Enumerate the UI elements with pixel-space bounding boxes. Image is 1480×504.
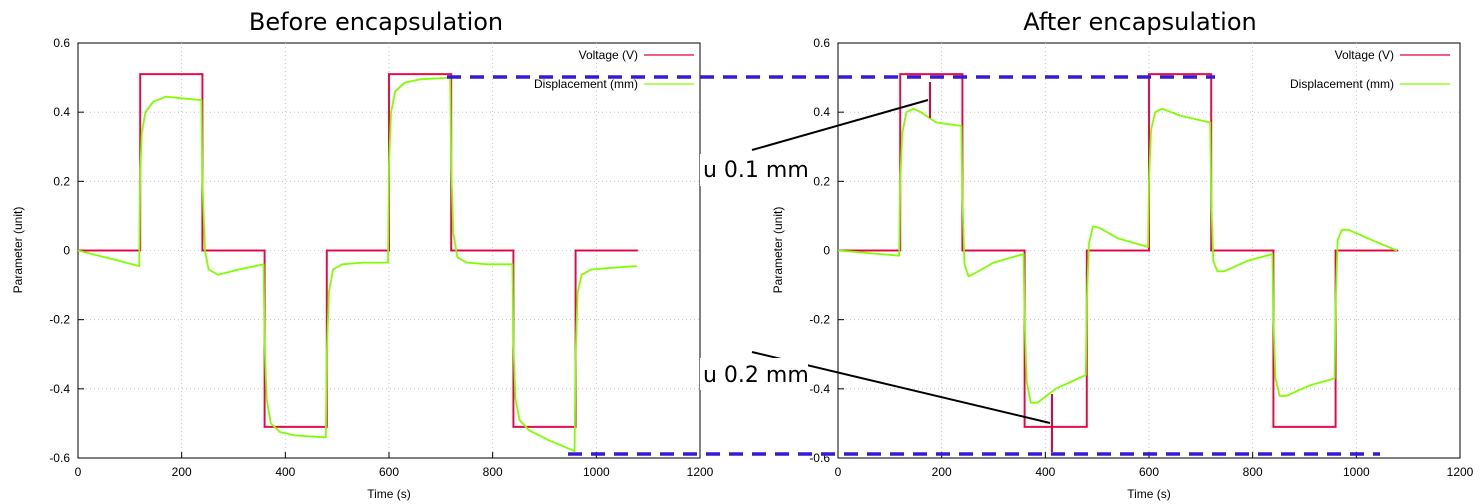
x-tick-label: 1000 [583,465,610,479]
note-background-top [700,154,808,186]
x-tick-label: 1200 [687,465,714,479]
legend-label-displacement: Displacement (mm) [534,77,638,91]
annotation-overlay: u 0.1 mm u 0.2 mm [447,75,1380,456]
pointer-line-top [751,99,929,151]
series [77,73,638,453]
y-tick-label: -0.4 [49,382,70,396]
y-tick-label: 0.4 [53,105,70,119]
chart-title: After encapsulation [1023,8,1256,36]
y-tick-label: -0.2 [49,313,70,327]
y-axis-label: Parameter (unit) [771,207,785,294]
x-tick-label: 800 [1243,465,1263,479]
x-tick-label: 600 [379,465,399,479]
legend-label-voltage: Voltage (V) [1335,48,1394,62]
y-tick-label: 0.6 [813,36,830,50]
ticks: 0 200 400 600 800 1000 1200 -0.6 -0.4 -0.2 0 0.2 0.4… [49,36,713,479]
chart-before-encapsulation: Before encapsulation 0 200 400 600 800 1000 12… [11,8,714,501]
legend-label-voltage: Voltage (V) [579,48,638,62]
y-axis-label: Parameter (unit) [11,207,25,294]
x-tick-label: 200 [932,465,952,479]
series-line-displacement [837,107,1398,404]
x-axis-label: Time (s) [1127,487,1171,501]
x-tick-label: 400 [1035,465,1055,479]
y-tick-label: 0.2 [813,174,830,188]
x-tick-label: 200 [172,465,192,479]
y-tick-label: 0.4 [813,105,830,119]
y-tick-label: 0 [63,244,70,258]
y-tick-label: -0.6 [49,451,70,465]
y-tick-label: 0.2 [53,174,70,188]
legend-label-displacement: Displacement (mm) [1290,77,1394,91]
y-tick-label: 0.6 [53,36,70,50]
x-tick-label: 0 [835,465,842,479]
series [837,73,1398,428]
legend: Voltage (V) Displacement (mm) [1290,48,1450,91]
x-axis-label: Time (s) [367,487,411,501]
y-tick-label: -0.4 [809,382,830,396]
series-line-displacement [77,76,637,453]
y-tick-label: 0 [823,244,830,258]
legend: Voltage (V) Displacement (mm) [534,48,694,91]
x-tick-label: 0 [75,465,82,479]
x-tick-label: 1000 [1343,465,1370,479]
ticks: 0 200 400 600 800 1000 1200-0.6-0.4-0.200.20.4… [809,36,1473,479]
x-tick-label: 1200 [1447,465,1474,479]
x-tick-label: 800 [483,465,503,479]
series-line-voltage-measured [78,73,638,428]
series-line-voltage-measured [838,73,1398,428]
annotation-bottom-note: u 0.2 mm [703,363,809,388]
annotation-top-note: u 0.1 mm [703,158,809,183]
chart-title: Before encapsulation [249,8,503,36]
chart-after-encapsulation: After encapsulation 0 200 400 600 800 1000 120… [771,8,1474,501]
y-tick-label: -0.2 [809,313,830,327]
x-tick-label: 400 [275,465,295,479]
x-tick-label: 600 [1139,465,1159,479]
note-background-bottom [700,358,808,390]
